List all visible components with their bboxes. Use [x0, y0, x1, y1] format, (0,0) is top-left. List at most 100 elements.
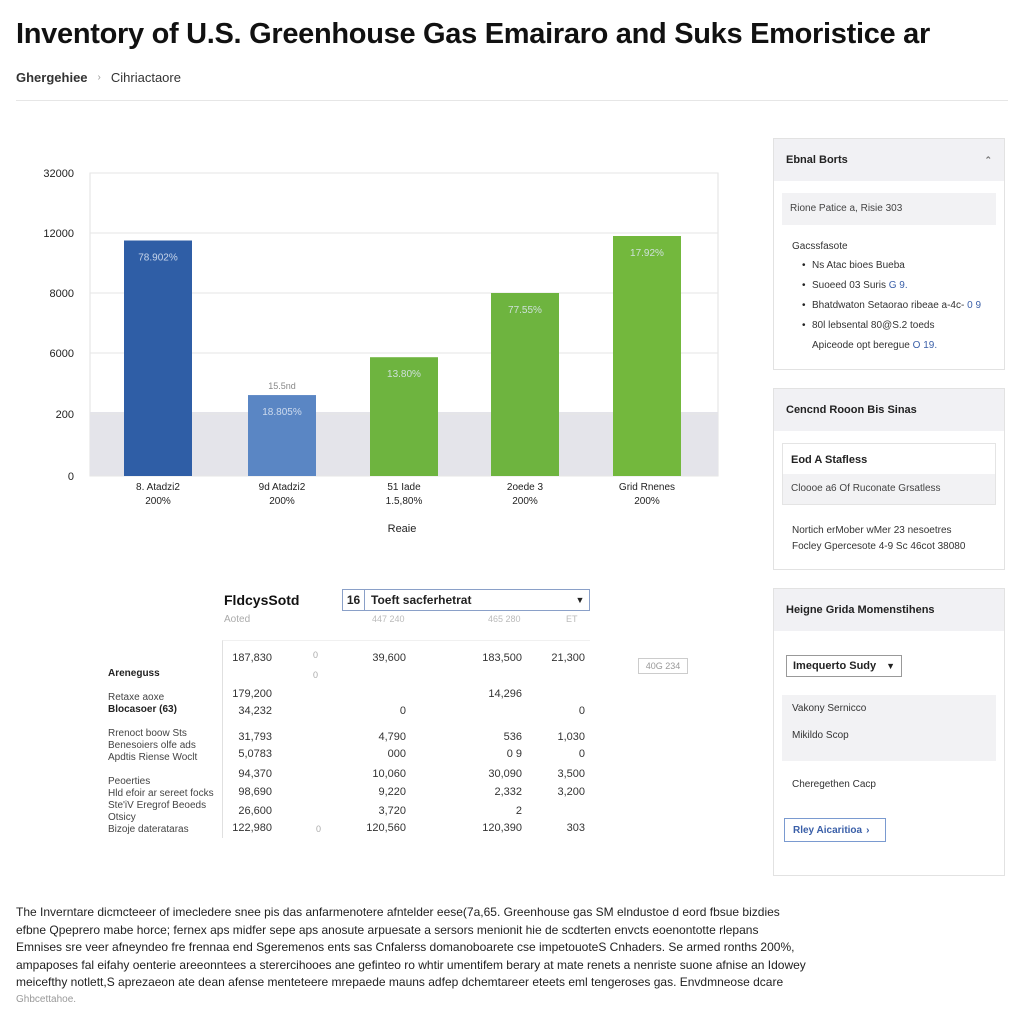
x-tick-label: 2oede 3: [507, 482, 544, 493]
y-tick-label: 8000: [50, 288, 74, 300]
table-row-label: Bizoje daterataras: [108, 824, 189, 835]
table-cell: 94,370: [238, 768, 272, 780]
x-axis-label: Reaie: [388, 523, 417, 535]
panel-subheading: Gacssfasote: [792, 241, 848, 252]
table-row-label: Areneguss: [108, 668, 160, 679]
table-cell: 3,500: [557, 768, 585, 780]
list-item[interactable]: Suoeed 03 Suris G 9.: [802, 280, 1004, 291]
table-sector-select[interactable]: 16 Toeft sacferhetrat ▼: [342, 589, 590, 611]
bar-top-label: 15.5nd: [268, 381, 296, 391]
table-mark: 0: [313, 670, 319, 680]
footer-line: ampaposes fal eifahy oenterie areeonntee…: [16, 957, 806, 972]
table-cell: 98,690: [238, 786, 272, 798]
list-item-text: 80l lebsental 80@S.2 toeds: [812, 320, 935, 331]
list-item-text: Suoeed 03 Suris: [812, 280, 886, 291]
chevron-right-icon: ›: [866, 824, 870, 836]
table-cell: 26,600: [238, 805, 272, 817]
bar-data-label: 17.92%: [630, 248, 664, 259]
table-cell: 000: [387, 748, 406, 760]
table-cell: 39,600: [372, 652, 406, 664]
table-cell: 120,560: [366, 822, 406, 834]
bar-data-label: 77.55%: [508, 305, 542, 316]
footer-line: efbne Qpeprero mabe horce; fernex aps mi…: [16, 922, 759, 937]
panel-note-text: Apiceode opt beregue: [812, 340, 910, 351]
x-tick-label: 200%: [145, 496, 171, 507]
footer-line: The Inverntare dicmcteeer of imecledere …: [16, 905, 780, 919]
y-tick-label: 12000: [43, 228, 74, 240]
list-item[interactable]: 80l lebsental 80@S.2 toeds: [802, 320, 1004, 331]
option-item[interactable]: Vakony Sernicco: [792, 703, 867, 714]
panel-line: Nortich erMober wMer 23 nesoetres: [792, 525, 952, 536]
footer-paragraph: The Inverntare dicmcteeer of imecledere …: [16, 904, 836, 992]
chevron-down-icon: ▼: [886, 661, 895, 671]
panel-second-region: Cencnd Rooon Bis Sinas Eod A Stafless Cl…: [773, 388, 1005, 570]
option-item[interactable]: Mikildo Scop: [792, 730, 849, 741]
table-row-labels: Areneguss Retaxe aoxe Blocasoer (63) Rrenoc…: [108, 668, 214, 836]
list-item-link[interactable]: 0 9: [967, 300, 982, 311]
panel-line: Focley Gpercesote 4-9 Sc 46cot 38080: [792, 541, 966, 552]
table-cell: 30,090: [488, 768, 522, 780]
column-head-1: 447 240: [372, 614, 405, 624]
panel-inner-box: Eod A Stafless Cloooe a6 Of Ruconate Grs…: [782, 443, 996, 505]
x-tick-label: 200%: [269, 496, 295, 507]
panel-list: Ns Atac bioes Bueba Suoeed 03 Suris G 9.…: [802, 260, 1004, 331]
list-item[interactable]: Ns Atac bioes Bueba: [802, 260, 1004, 271]
chevron-down-icon: ▼: [575, 595, 585, 605]
y-tick-label: 200: [56, 409, 74, 421]
footer-line: Emnises sre veer afneyndeo fre frennaa e…: [16, 940, 795, 954]
table-cell: 5,0783: [238, 748, 272, 760]
bar-data-label: 13.80%: [387, 369, 421, 380]
bar-data-label: 18.805%: [262, 407, 302, 418]
table-title: FldcysSotd: [224, 592, 300, 608]
x-tick-label: 200%: [512, 496, 538, 507]
table-cell: 183,500: [482, 652, 522, 664]
chevron-up-icon[interactable]: ⌃: [984, 154, 992, 165]
emissions-bar-chart: 0 200 6000 8000 12000 32000 78.902% 8. Atadzi2 2…: [0, 140, 760, 550]
y-tick-label: 0: [68, 471, 74, 483]
panel-title: Heigne Grida Momenstihens: [786, 604, 935, 616]
panel-note-link[interactable]: O 19.: [912, 340, 938, 351]
apply-link-button[interactable]: Rley Aicaritioa ›: [784, 818, 886, 842]
footer-caption: Ghbcettahoe.: [16, 994, 77, 1005]
bar: [370, 357, 438, 476]
option-item[interactable]: Cheregethen Cacp: [792, 779, 876, 790]
table-cell: 2,332: [494, 786, 522, 798]
panel-note: Apiceode opt beregue O 19.: [812, 340, 1004, 351]
list-item-link[interactable]: G 9.: [888, 280, 908, 291]
options-list: Vakony Sernicco Mikildo Scop: [782, 695, 996, 761]
breadcrumb-item-current[interactable]: Cihriactaore: [110, 70, 181, 85]
table-side-chip[interactable]: 40G 234: [638, 658, 688, 674]
options-dropdown[interactable]: Imequerto Sudy ▼: [786, 655, 902, 677]
list-item[interactable]: Bhatdwaton Setaorao ribeae a-4c- 0 9: [802, 300, 1004, 311]
breadcrumb: Ghergehiee › Cihriactaore: [16, 70, 181, 85]
table-row-label: Rrenoct boow Sts: [108, 728, 187, 739]
column-head-2: 465 280: [488, 614, 521, 624]
panel-inner-title: Eod A Stafless: [791, 454, 868, 466]
panel-header[interactable]: Ebnal Borts ⌃: [774, 139, 1004, 181]
breadcrumb-item-root[interactable]: Ghergehiee: [16, 70, 88, 85]
panel-header[interactable]: Cencnd Rooon Bis Sinas: [774, 389, 1004, 431]
panel-band: Rione Patice a, Risie 303: [782, 193, 996, 225]
table-select-number: 16: [343, 590, 365, 610]
bar-data-label: 78.902%: [138, 253, 178, 264]
panel-options: Heigne Grida Momenstihens Imequerto Sudy…: [773, 588, 1005, 876]
table-mark: 0: [313, 650, 319, 660]
table-cell: 10,060: [372, 768, 406, 780]
table-row-label: Retaxe aoxe: [108, 692, 165, 703]
table-cell: 14,296: [488, 688, 522, 700]
x-tick-label: 9d Atadzi2: [259, 482, 306, 493]
x-tick-label: 1.5,80%: [386, 496, 423, 507]
table-cell: 2: [515, 805, 522, 817]
panel-inner-band[interactable]: Cloooe a6 Of Ruconate Grsatless: [783, 474, 995, 504]
table-row-label: Blocasoer (63): [108, 704, 177, 715]
table-cell: 3,200: [557, 786, 585, 798]
x-tick-label: 200%: [634, 496, 660, 507]
table-cell: 120,390: [482, 822, 522, 834]
chart-canvas: 0 200 6000 8000 12000 32000 78.902% 8. Atadzi2 2…: [43, 168, 719, 535]
panel-header[interactable]: Heigne Grida Momenstihens: [774, 589, 1004, 631]
list-item-text: Ns Atac bioes Bueba: [812, 260, 905, 271]
table-cell: 1,030: [557, 731, 585, 743]
table-cell: 4,790: [378, 731, 406, 743]
table-cell: 122,980: [232, 822, 272, 834]
table-cell: 34,232: [238, 705, 272, 717]
